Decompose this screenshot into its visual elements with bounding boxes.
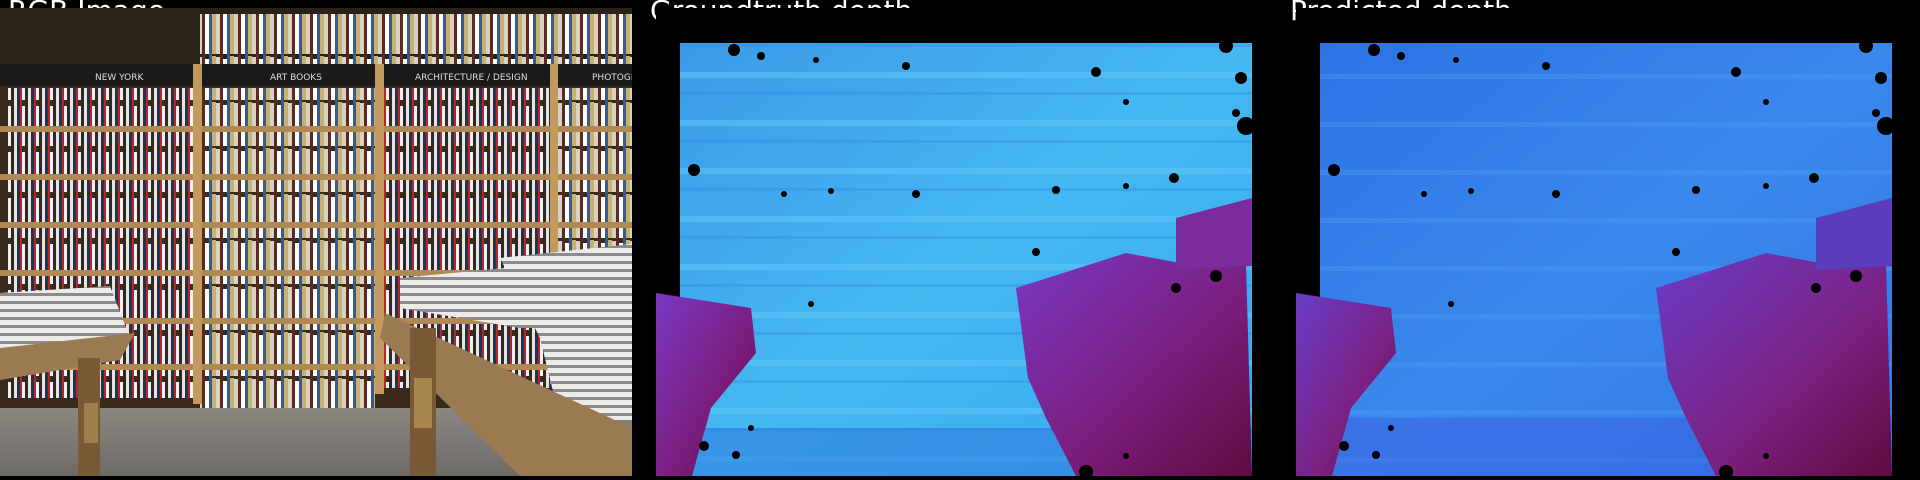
sign-new-york: NEW YORK — [95, 73, 145, 83]
rgb-image-panel: NEW YORK ART BOOKS ARCHITECTURE / DESIGN… — [0, 8, 632, 476]
sign-photography: PHOTOGR — [592, 73, 632, 83]
sign-art-books: ART BOOKS — [270, 73, 322, 83]
predicted-depth-map — [1296, 8, 1920, 476]
groundtruth-depth-panel — [656, 8, 1288, 476]
groundtruth-depth-map — [656, 8, 1288, 476]
predicted-depth-panel — [1296, 8, 1920, 476]
sign-architecture-design: ARCHITECTURE / DESIGN — [415, 73, 528, 83]
rgb-bookstore-photo: NEW YORK ART BOOKS ARCHITECTURE / DESIGN… — [0, 8, 632, 476]
